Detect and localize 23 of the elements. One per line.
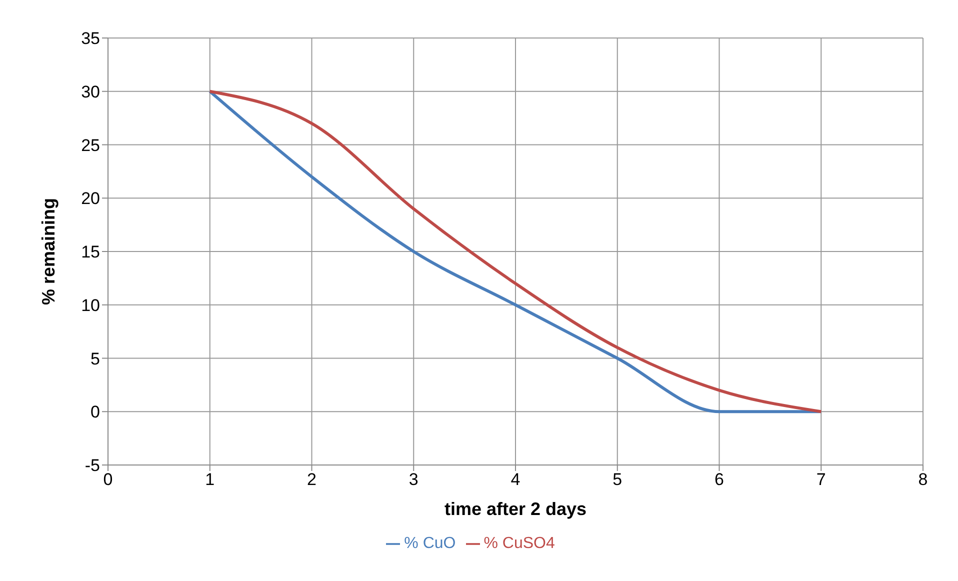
x-tick-label: 6	[714, 470, 724, 490]
y-tick-label: 15	[81, 242, 100, 262]
x-tick-label: 7	[816, 470, 826, 490]
x-tick-label: 1	[205, 470, 215, 490]
y-axis-title: % remaining	[38, 198, 58, 306]
x-tick-label: 5	[612, 470, 622, 490]
y-tick-label: 0	[90, 402, 100, 422]
legend-label: % CuSO4	[484, 535, 555, 552]
line-series	[208, 90, 823, 414]
y-tick-label: 5	[90, 349, 100, 368]
y-tick-label: -5	[84, 456, 100, 476]
legend-label: % CuO	[404, 535, 456, 552]
x-tick-label: 4	[510, 470, 520, 490]
y-tick-label: 30	[81, 82, 100, 102]
x-tick-label: 0	[103, 470, 113, 490]
y-tick-label: 35	[81, 29, 100, 48]
x-tick-label: 3	[408, 470, 418, 490]
x-tick-label: 2	[307, 470, 316, 490]
x-axis-title: time after 2 days	[444, 499, 587, 519]
y-tick-label: 10	[81, 296, 100, 315]
y-tick-label: 25	[81, 136, 100, 155]
y-tick-label: 20	[81, 189, 100, 208]
x-tick-label: 8	[918, 470, 928, 490]
